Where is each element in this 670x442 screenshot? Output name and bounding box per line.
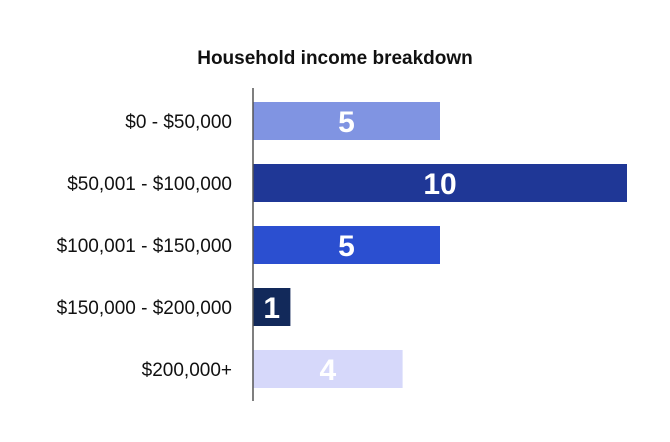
bars-layer xyxy=(253,102,627,388)
chart-title: Household income breakdown xyxy=(197,48,473,69)
value-label-150-000-200-000: 1 xyxy=(263,292,280,325)
bar-0-50-000 xyxy=(253,102,440,140)
value-label-100-001-150-000: 5 xyxy=(338,230,355,263)
tick-label-100-001-150-000: $100,001 - $150,000 xyxy=(57,236,232,257)
tick-label-50-001-100-000: $50,001 - $100,000 xyxy=(67,174,232,195)
bar-100-001-150-000 xyxy=(253,226,440,264)
tick-labels-layer: $0 - $50,000 $50,001 - $100,000 $100,001 -… xyxy=(57,112,232,381)
bar-50-001-100-000 xyxy=(253,164,627,202)
value-label-200-000: 4 xyxy=(319,354,336,387)
bar-150-000-200-000 xyxy=(253,288,291,326)
bar-200-000 xyxy=(253,350,403,388)
value-labels-layer: 5 10 5 1 4 xyxy=(263,106,456,387)
value-label-0-50-000: 5 xyxy=(338,106,355,139)
tick-label-0-50-000: $0 - $50,000 xyxy=(125,112,232,133)
value-label-50-001-100-000: 10 xyxy=(423,168,456,201)
tick-label-200-000: $200,000+ xyxy=(142,360,232,381)
tick-label-150-000-200-000: $150,000 - $200,000 xyxy=(57,298,232,319)
